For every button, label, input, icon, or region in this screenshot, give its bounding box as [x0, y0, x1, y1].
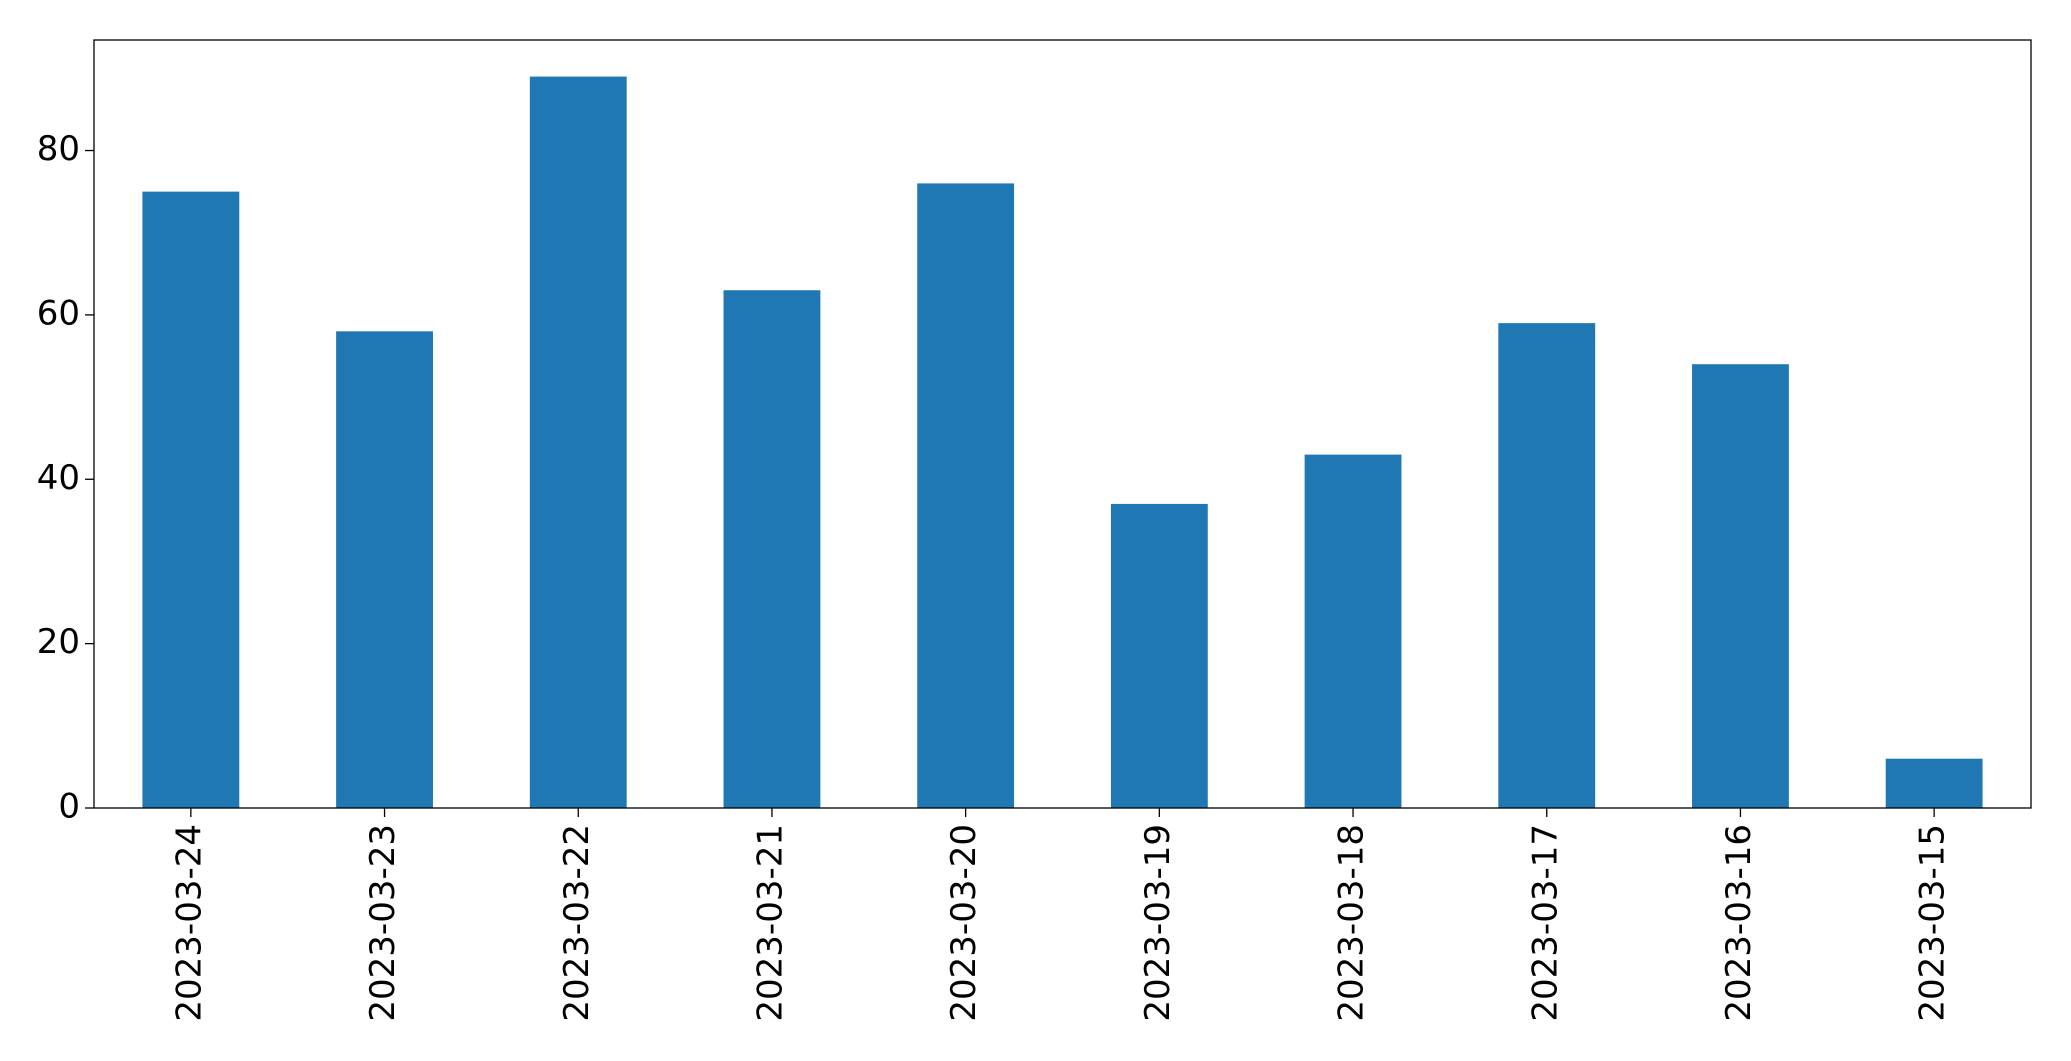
y-tick-label: 40: [37, 458, 80, 498]
bar: [529, 76, 627, 809]
bar: [917, 183, 1015, 809]
bar: [336, 331, 433, 808]
bar: [1110, 503, 1208, 808]
x-tick-label: 2023-03-16: [1719, 824, 1759, 1022]
plot-frame: [93, 39, 2032, 809]
x-tick-label: 2023-03-23: [363, 824, 403, 1022]
x-tick-label: 2023-03-24: [169, 824, 209, 1022]
y-tick-label: 60: [37, 293, 80, 333]
bar: [1692, 364, 1789, 808]
bar: [1498, 323, 1596, 808]
bar: [723, 290, 821, 808]
x-tick-label: 2023-03-18: [1332, 824, 1372, 1022]
bar: [1885, 758, 1983, 808]
bar: [142, 191, 240, 808]
x-tick-label: 2023-03-22: [557, 824, 597, 1022]
y-tick-label: 80: [37, 129, 80, 169]
x-tick-label: 2023-03-19: [1138, 824, 1178, 1022]
x-tick-label: 2023-03-21: [750, 824, 790, 1022]
x-tick-label: 2023-03-17: [1525, 824, 1565, 1022]
bar: [1304, 454, 1402, 808]
x-tick-label: 2023-03-15: [1913, 824, 1953, 1022]
x-tick-label: 2023-03-20: [944, 824, 984, 1022]
y-tick-label: 20: [37, 622, 80, 662]
y-tick-label: 0: [58, 787, 80, 827]
